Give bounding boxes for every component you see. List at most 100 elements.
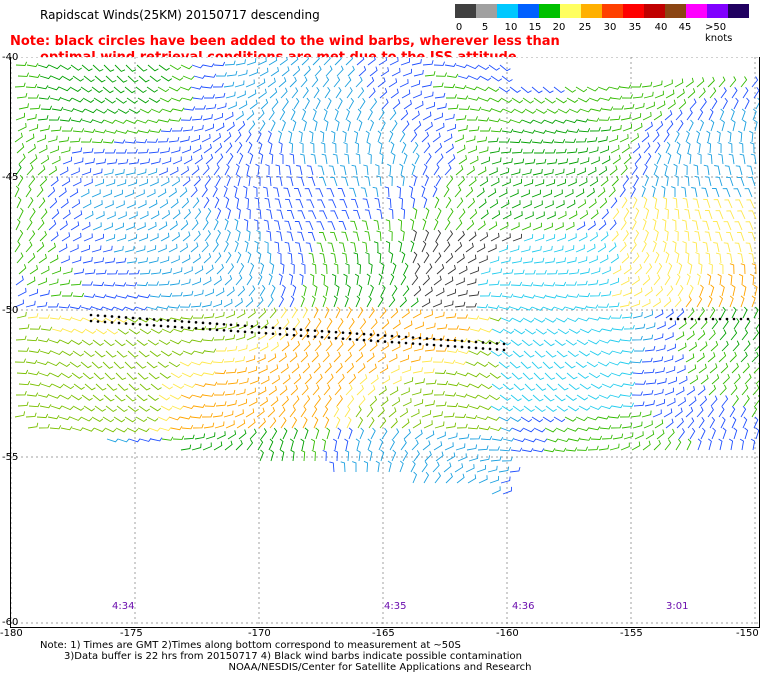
wind-barb bbox=[707, 295, 713, 308]
wind-barb bbox=[575, 244, 585, 253]
wind-barb bbox=[93, 148, 105, 154]
wind-barb bbox=[309, 130, 314, 143]
wind-barb bbox=[532, 282, 545, 287]
wind-barb bbox=[113, 361, 125, 369]
wind-barb bbox=[677, 284, 684, 297]
wind-barb bbox=[446, 123, 457, 132]
wind-barb bbox=[465, 302, 477, 308]
wind-barb bbox=[392, 428, 400, 440]
wind-barb bbox=[36, 413, 49, 419]
wind-barb bbox=[412, 471, 418, 484]
wind-barb bbox=[491, 486, 501, 495]
wind-barb bbox=[663, 297, 672, 308]
wind-barb bbox=[422, 440, 431, 451]
wind-barb bbox=[705, 252, 711, 264]
wind-barb bbox=[224, 111, 234, 121]
wind-barb bbox=[575, 137, 587, 143]
wind-barb bbox=[227, 263, 235, 275]
wind-barb bbox=[169, 339, 182, 345]
wind-barb bbox=[343, 142, 348, 154]
wind-barb bbox=[587, 394, 600, 400]
wind-barb bbox=[335, 284, 340, 297]
wind-barb bbox=[213, 391, 225, 396]
wind-barb bbox=[95, 158, 107, 165]
wind-barb bbox=[744, 188, 753, 198]
wind-barb bbox=[194, 326, 207, 331]
wind-barb bbox=[745, 242, 753, 253]
wind-barb bbox=[14, 185, 20, 198]
wind-barb bbox=[487, 244, 497, 253]
wind-barb bbox=[378, 273, 383, 286]
wind-barb bbox=[374, 197, 381, 209]
wind-barb bbox=[688, 119, 694, 132]
wind-barb bbox=[389, 251, 394, 264]
wind-barb bbox=[126, 427, 139, 433]
wind-barb bbox=[356, 108, 362, 121]
wind-barb bbox=[446, 348, 459, 353]
wind-barb bbox=[346, 87, 353, 99]
wind-barb bbox=[267, 406, 276, 418]
wind-barb bbox=[150, 108, 163, 114]
wind-barb bbox=[544, 97, 556, 104]
wind-barb bbox=[148, 427, 161, 432]
wind-barb bbox=[238, 429, 247, 440]
wind-barb bbox=[91, 86, 103, 93]
wind-barb bbox=[313, 306, 319, 319]
wind-barb bbox=[689, 318, 698, 330]
wind-barb bbox=[720, 87, 727, 99]
wind-barb bbox=[332, 153, 339, 165]
wind-barb bbox=[480, 107, 493, 112]
wind-barb bbox=[554, 394, 566, 402]
wind-barb bbox=[466, 116, 478, 121]
wind-barb bbox=[466, 444, 478, 451]
wind-barb bbox=[377, 130, 382, 143]
wind-barb bbox=[116, 179, 127, 187]
wind-barb bbox=[259, 67, 269, 77]
wind-barb bbox=[249, 152, 254, 165]
wind-barb bbox=[234, 240, 239, 253]
wind-barb bbox=[413, 121, 422, 132]
wind-barb bbox=[171, 75, 184, 81]
wind-barb bbox=[654, 419, 664, 429]
wind-barb bbox=[346, 119, 351, 132]
wind-barb bbox=[26, 218, 33, 231]
wind-barb bbox=[634, 207, 640, 220]
wind-barb bbox=[568, 437, 581, 442]
wind-barb bbox=[643, 251, 650, 264]
wind-barb bbox=[270, 396, 279, 407]
wind-barb bbox=[116, 129, 129, 134]
wind-barb bbox=[612, 208, 620, 220]
wind-barb bbox=[355, 438, 360, 451]
wind-barb bbox=[80, 188, 90, 198]
wind-barb bbox=[126, 200, 136, 209]
wind-barb-canvas bbox=[11, 57, 759, 627]
wind-barb bbox=[631, 335, 643, 341]
footer-credit: NOAA/NESDIS/Center for Satellite Applica… bbox=[228, 662, 532, 673]
wind-barb bbox=[27, 313, 39, 319]
wind-barb bbox=[599, 197, 608, 209]
lat-label: -45 bbox=[2, 172, 19, 183]
wind-barb bbox=[267, 296, 274, 308]
wind-barb bbox=[685, 296, 692, 308]
wind-barb bbox=[609, 443, 620, 451]
wind-barb bbox=[748, 252, 755, 264]
wind-barb bbox=[693, 164, 699, 176]
wind-barb bbox=[674, 78, 684, 88]
wind-barb bbox=[226, 400, 237, 407]
wind-barb bbox=[708, 108, 714, 121]
wind-barb bbox=[377, 406, 385, 418]
wind-barb bbox=[26, 113, 37, 121]
wind-barb bbox=[663, 163, 668, 176]
wind-barb bbox=[664, 387, 674, 396]
wind-barb bbox=[171, 232, 181, 242]
wind-barb bbox=[359, 97, 366, 110]
wind-barb bbox=[303, 340, 311, 352]
wind-map-plot[interactable] bbox=[10, 57, 760, 628]
wind-barb bbox=[172, 156, 182, 165]
wind-barb bbox=[588, 255, 598, 264]
wind-barb bbox=[589, 405, 602, 411]
wind-barb bbox=[104, 97, 116, 104]
wind-barb bbox=[115, 200, 125, 209]
wind-barb bbox=[477, 339, 490, 345]
wind-barb bbox=[330, 176, 338, 187]
